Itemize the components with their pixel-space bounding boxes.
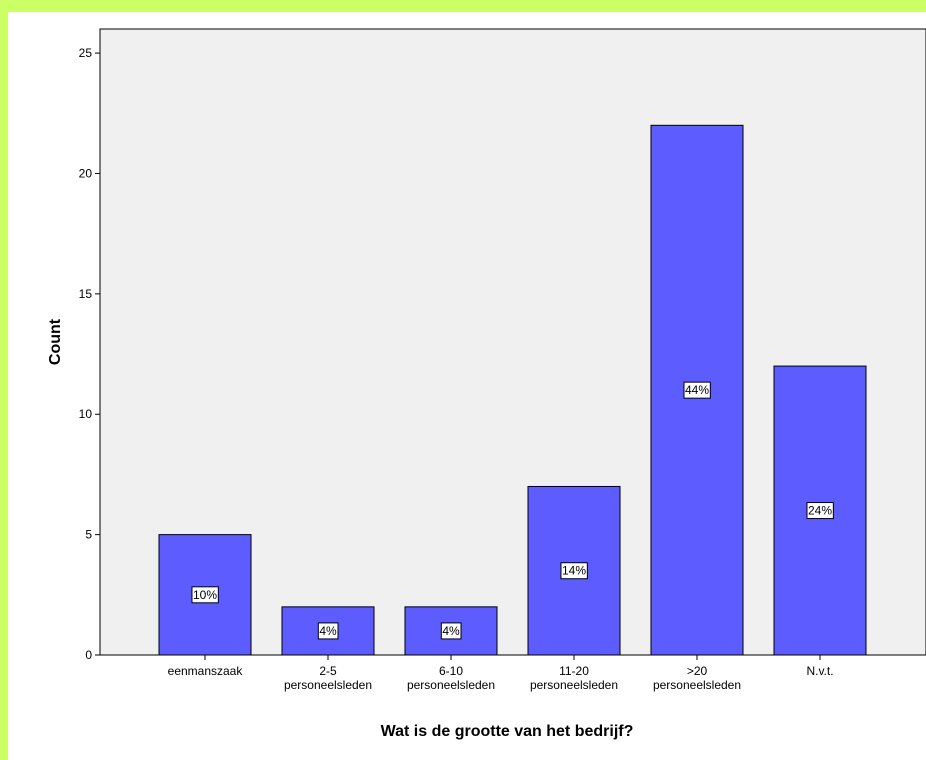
bar-chart: 0 5 10 15 20 25 eenmanszaak 2-5 personeelsleden…	[47, 28, 926, 740]
svg-text:14%: 14%	[562, 564, 586, 578]
bar-data-label: 14%	[560, 562, 588, 580]
bar-data-label: 24%	[806, 502, 834, 520]
x-tick-label: 11-20 personeelsleden	[530, 664, 618, 692]
svg-text:44%: 44%	[685, 383, 709, 397]
chart-frame: 0 5 10 15 20 25 eenmanszaak 2-5 personeelsleden…	[8, 12, 926, 760]
x-tick-label: N.v.t.	[806, 664, 833, 678]
svg-text:4%: 4%	[319, 624, 337, 638]
bar-data-label: 10%	[191, 586, 219, 604]
bar-data-label: 44%	[683, 381, 711, 399]
x-tick-label: 2-5 personeelsleden	[284, 664, 372, 692]
svg-text:4%: 4%	[442, 624, 460, 638]
y-tick-label: 25	[79, 46, 93, 60]
x-tick-label: eenmanszaak	[168, 664, 244, 678]
y-tick-label: 15	[79, 287, 93, 301]
y-axis-title: Count	[47, 318, 64, 365]
bars: 10% 4% 4% 14% 44% 24%	[158, 124, 867, 656]
bar-data-label: 4%	[317, 622, 339, 640]
svg-text:24%: 24%	[808, 504, 832, 518]
bar-data-label: 4%	[440, 622, 462, 640]
x-tick-label: 6-10 personeelsleden	[407, 664, 495, 692]
x-axis-title: Wat is de grootte van het bedrijf?	[381, 723, 634, 740]
svg-text:10%: 10%	[193, 588, 217, 602]
x-tick-label: >20 personeelsleden	[653, 664, 741, 692]
y-axis: 0 5 10 15 20 25	[79, 46, 100, 662]
x-axis: eenmanszaak 2-5 personeelsleden 6-10 persone…	[168, 655, 834, 692]
y-tick-label: 10	[79, 407, 93, 421]
y-tick-label: 20	[79, 166, 93, 180]
y-tick-label: 5	[85, 528, 92, 542]
y-tick-label: 0	[85, 648, 92, 662]
